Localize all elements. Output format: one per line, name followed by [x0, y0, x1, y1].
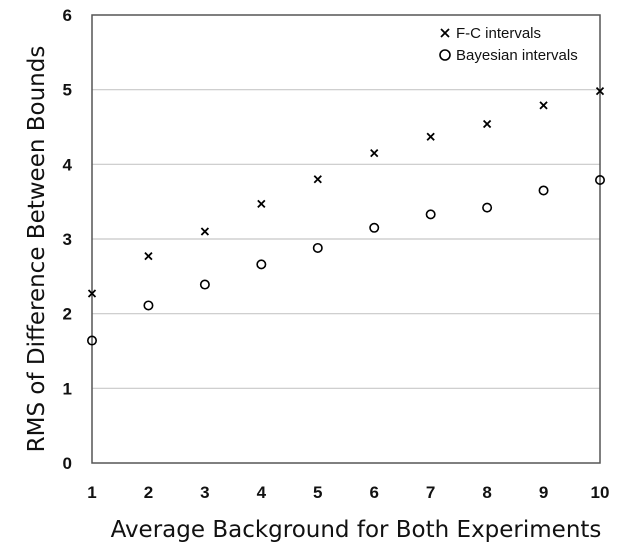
x-tick-label: 6: [369, 483, 378, 502]
x-tick-label: 4: [257, 483, 267, 502]
x-tick-label: 10: [591, 483, 610, 502]
y-tick-label: 5: [63, 81, 72, 100]
plot-area-frame: [91, 14, 601, 464]
legend-x-glyph: [440, 28, 450, 38]
bayesian-data-point: [256, 259, 267, 270]
bayesian-data-point: [312, 242, 323, 253]
x-tick-label: 8: [482, 483, 491, 502]
y-tick-label: 3: [63, 230, 72, 249]
x-tick-label: 5: [313, 483, 322, 502]
legend-item-fc: F-C intervals: [440, 25, 541, 42]
bayesian-data-point: [87, 335, 98, 346]
fc-data-point: [482, 119, 492, 129]
fc-data-point: [426, 132, 435, 141]
bayesian-data-point: [482, 202, 493, 213]
bayesian-data-point: [143, 300, 154, 311]
legend-label-bayesian: Bayesian intervals: [456, 47, 578, 64]
bayesian-data-point: [594, 175, 605, 186]
legend: F-C intervals Bayesian intervals: [439, 25, 578, 64]
y-tick-label: 1: [63, 379, 72, 398]
y-tick-label: 0: [63, 454, 72, 473]
y-tick-label: 6: [63, 6, 72, 25]
legend-item-bayesian: Bayesian intervals: [439, 47, 578, 64]
legend-x-marker: [440, 28, 450, 38]
x-axis-ticks: 1 2 3 4 5 6 7 8 9 10: [87, 483, 609, 502]
x-tick-label: 1: [87, 483, 96, 502]
x-axis-label: Average Background for Both Experiments: [111, 517, 602, 543]
data-marks: [87, 87, 605, 346]
x-tick-label: 2: [144, 483, 153, 502]
y-tick-label: 2: [63, 305, 72, 324]
bayesian-data-point: [425, 209, 436, 220]
legend-circle-marker: [439, 49, 451, 61]
fc-data-point: [595, 87, 605, 96]
y-tick-label: 4: [63, 155, 73, 174]
legend-label-fc: F-C intervals: [456, 25, 541, 42]
bayesian-data-point: [199, 279, 210, 290]
y-axis-label: RMS of Difference Between Bounds: [24, 46, 50, 453]
legend-circle-glyph: [439, 49, 451, 61]
fc-data-point: [539, 101, 548, 110]
x-tick-label: 3: [200, 483, 209, 502]
fc-data-point: [257, 199, 266, 209]
x-tick-label: 7: [426, 483, 435, 502]
bayesian-data-point: [369, 222, 380, 233]
fc-data-point: [313, 175, 322, 184]
fc-data-point: [200, 227, 210, 236]
bayesian-data-point: [538, 185, 549, 196]
fc-data-point: [370, 148, 379, 158]
x-tick-label: 9: [539, 483, 548, 502]
fc-data-point: [87, 289, 97, 298]
fc-data-point: [144, 252, 153, 261]
y-axis-ticks: 0 1 2 3 4 5 6: [63, 6, 73, 473]
gridlines: [92, 89, 600, 389]
